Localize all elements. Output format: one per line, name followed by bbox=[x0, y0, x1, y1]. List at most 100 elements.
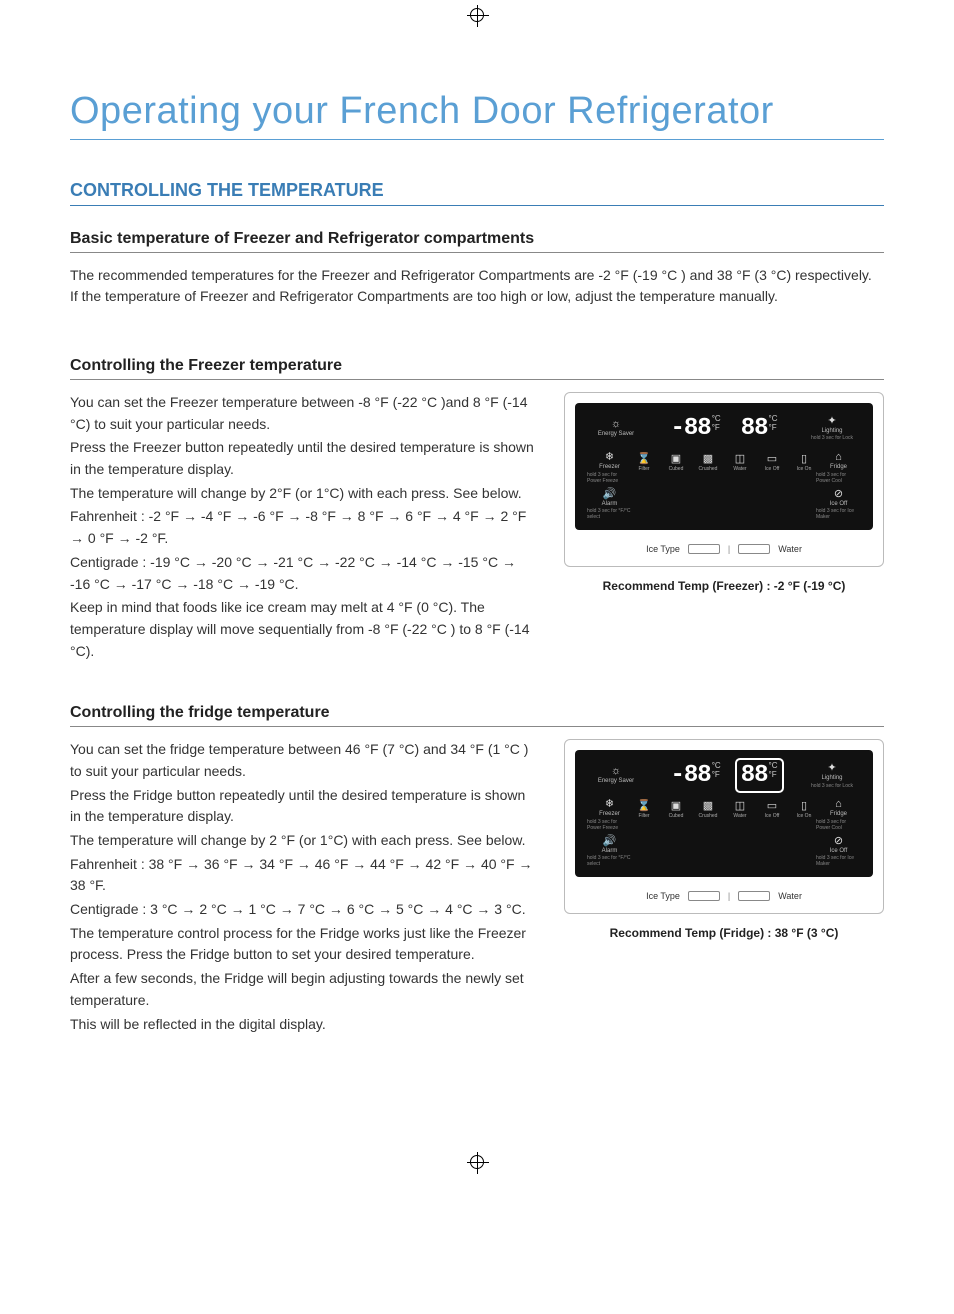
filter-icon: ⌛ bbox=[637, 799, 651, 812]
lighting-sub: hold 3 sec for Lock bbox=[811, 435, 853, 441]
fridge-icon: ⌂ bbox=[835, 799, 842, 810]
control-display-2: ☼ Energy Saver -88°C°F 88°C°F bbox=[575, 750, 873, 877]
basic-temp-section: Basic temperature of Freezer and Refrige… bbox=[70, 230, 884, 307]
bar-divider: | bbox=[728, 891, 730, 901]
iceoff-btn-label: Ice Off bbox=[830, 848, 848, 855]
energy-saver-label: Energy Saver bbox=[598, 431, 634, 438]
bar-divider: | bbox=[728, 544, 730, 554]
alarm-sub: hold 3 sec for °F/°C select bbox=[587, 508, 632, 520]
dispenser-icons-2: ⌛Filter ▣Cubed ▩Crushed ◫Water ▭Ice Off … bbox=[632, 799, 816, 867]
water-label: Water bbox=[778, 544, 802, 554]
energy-saver-label: Energy Saver bbox=[598, 778, 634, 785]
fridge-text: You can set the fridge temperature betwe… bbox=[70, 739, 534, 1037]
fridge-heading: Controlling the fridge temperature bbox=[70, 704, 884, 727]
ice-type-slot bbox=[688, 891, 720, 901]
freezer-p6: Keep in mind that foods like ice cream m… bbox=[70, 597, 534, 662]
freezer-p3: The temperature will change by 2°F (or 1… bbox=[70, 483, 534, 505]
registration-mark-bottom bbox=[470, 1155, 484, 1169]
energy-saver-icon: ☼ bbox=[611, 766, 621, 777]
registration-mark-top bbox=[470, 8, 484, 22]
freezer-p1: You can set the Freezer temperature betw… bbox=[70, 392, 534, 435]
water-icon: ◫ bbox=[735, 452, 745, 465]
seg-right: 88 bbox=[741, 415, 768, 442]
ice-type-label: Ice Type bbox=[646, 544, 680, 554]
freezer-btn-label: Freezer bbox=[599, 811, 620, 818]
fridge-p5: Centigrade : 3 °C → 2 °C → 1 °C → 7 °C →… bbox=[70, 899, 534, 921]
iceoff-btn-icon: ⊘ bbox=[834, 836, 843, 847]
fridge-btn-sub: hold 3 sec for Power Cool bbox=[816, 472, 861, 484]
water-slot bbox=[738, 891, 770, 901]
basic-intro: The recommended temperatures for the Fre… bbox=[70, 265, 884, 307]
fridge-temp-display: 88°C°F bbox=[737, 413, 782, 444]
freezer-temp-display-2: -88°C°F bbox=[667, 760, 725, 791]
lighting-icon: ✦ bbox=[827, 416, 836, 427]
freezer-text: You can set the Freezer temperature betw… bbox=[70, 392, 534, 664]
page-title: Operating your French Door Refrigerator bbox=[70, 90, 884, 140]
alarm-label: Alarm bbox=[602, 501, 618, 508]
cubed-icon: ▣ bbox=[671, 799, 681, 812]
freezer-btn-sub: hold 3 sec for Power Freeze bbox=[587, 472, 632, 484]
freezer-panel: ☼ Energy Saver -88°C°F 88°C°F bbox=[564, 392, 884, 567]
freezer-icon: ❄ bbox=[605, 799, 614, 810]
iceoff-icon: ▭ bbox=[767, 799, 777, 812]
iceoff-btn-label: Ice Off bbox=[830, 501, 848, 508]
alarm-icon: 🔊 bbox=[603, 836, 617, 847]
cubed-icon: ▣ bbox=[671, 452, 681, 465]
iceon-icon: ▯ bbox=[801, 799, 807, 812]
iceoff-btn-sub: hold 3 sec for Ice Maker bbox=[816, 855, 861, 867]
seg-right-2: 88 bbox=[741, 762, 768, 789]
freezer-caption: Recommend Temp (Freezer) : -2 °F (-19 °C… bbox=[564, 579, 884, 593]
freezer-temp-display: -88°C°F bbox=[667, 413, 725, 444]
seg-left-2: -88 bbox=[671, 762, 711, 789]
fridge-p8: This will be reflected in the digital di… bbox=[70, 1014, 534, 1036]
lighting-label: Lighting bbox=[821, 775, 842, 782]
freezer-p2: Press the Freezer button repeatedly unti… bbox=[70, 437, 534, 480]
iceoff-btn-sub: hold 3 sec for Ice Maker bbox=[816, 508, 861, 520]
basic-p1: The recommended temperatures for the Fre… bbox=[70, 265, 884, 286]
fridge-btn-label: Fridge bbox=[830, 811, 847, 818]
fridge-p2: Press the Fridge button repeatedly until… bbox=[70, 785, 534, 828]
fridge-p3: The temperature will change by 2 °F (or … bbox=[70, 830, 534, 852]
water-slot bbox=[738, 544, 770, 554]
alarm-sub: hold 3 sec for °F/°C select bbox=[587, 855, 632, 867]
crushed-icon: ▩ bbox=[703, 452, 713, 465]
fridge-icon: ⌂ bbox=[835, 452, 842, 463]
water-label: Water bbox=[778, 891, 802, 901]
seg-left: -88 bbox=[671, 415, 711, 442]
fridge-caption: Recommend Temp (Fridge) : 38 °F (3 °C) bbox=[564, 926, 884, 940]
lighting-icon: ✦ bbox=[827, 763, 836, 774]
ice-type-label: Ice Type bbox=[646, 891, 680, 901]
fridge-p6: The temperature control process for the … bbox=[70, 923, 534, 966]
energy-saver-icon: ☼ bbox=[611, 419, 621, 430]
iceon-icon: ▯ bbox=[801, 452, 807, 465]
alarm-label: Alarm bbox=[602, 848, 618, 855]
section-heading: CONTROLLING THE TEMPERATURE bbox=[70, 180, 884, 206]
crushed-icon: ▩ bbox=[703, 799, 713, 812]
iceoff-btn-icon: ⊘ bbox=[834, 489, 843, 500]
water-icon: ◫ bbox=[735, 799, 745, 812]
fridge-section: Controlling the fridge temperature You c… bbox=[70, 704, 884, 1037]
fridge-panel: ☼ Energy Saver -88°C°F 88°C°F bbox=[564, 739, 884, 914]
freezer-p4: Fahrenheit : -2 °F → -4 °F → -6 °F → -8 … bbox=[70, 506, 534, 549]
control-display: ☼ Energy Saver -88°C°F 88°C°F bbox=[575, 403, 873, 530]
fridge-p1: You can set the fridge temperature betwe… bbox=[70, 739, 534, 782]
basic-heading: Basic temperature of Freezer and Refrige… bbox=[70, 230, 884, 253]
fridge-btn-sub: hold 3 sec for Power Cool bbox=[816, 819, 861, 831]
lighting-sub: hold 3 sec for Lock bbox=[811, 783, 853, 789]
lighting-label: Lighting bbox=[821, 428, 842, 435]
freezer-btn-label: Freezer bbox=[599, 464, 620, 471]
ice-type-slot bbox=[688, 544, 720, 554]
alarm-icon: 🔊 bbox=[603, 489, 617, 500]
basic-p2: If the temperature of Freezer and Refrig… bbox=[70, 286, 884, 307]
fridge-temp-display-2: 88°C°F bbox=[737, 760, 782, 791]
iceoff-icon: ▭ bbox=[767, 452, 777, 465]
freezer-p5: Centigrade : -19 °C → -20 °C → -21 °C → … bbox=[70, 552, 534, 595]
dispenser-bar: Ice Type | Water bbox=[575, 538, 873, 560]
freezer-btn-sub: hold 3 sec for Power Freeze bbox=[587, 819, 632, 831]
fridge-p7: After a few seconds, the Fridge will beg… bbox=[70, 968, 534, 1011]
freezer-icon: ❄ bbox=[605, 452, 614, 463]
filter-icon: ⌛ bbox=[637, 452, 651, 465]
dispenser-bar-2: Ice Type | Water bbox=[575, 885, 873, 907]
freezer-heading: Controlling the Freezer temperature bbox=[70, 357, 884, 380]
fridge-btn-label: Fridge bbox=[830, 464, 847, 471]
